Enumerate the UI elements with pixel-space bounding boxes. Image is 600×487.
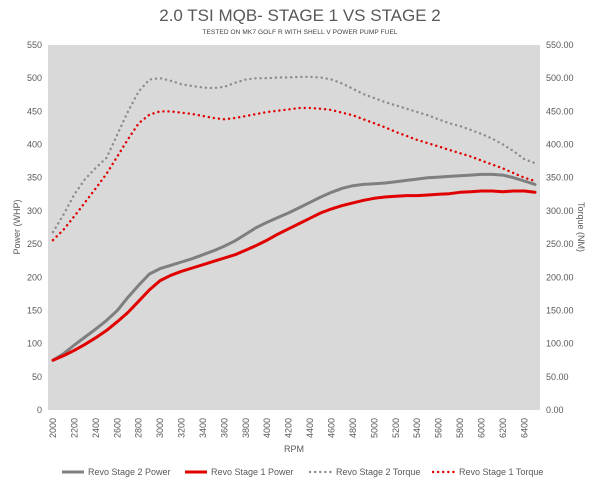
y-right-tick-label: 400.00: [546, 140, 574, 150]
series-line-revo-stage-1-power: [51, 189, 537, 362]
x-tick-label: 2200: [69, 418, 79, 438]
y-left-tick-label: 100: [27, 339, 42, 349]
x-tick-label: 3600: [219, 418, 229, 438]
x-tick-label: 5000: [369, 418, 379, 438]
y-axis-left-label: Power (WHP): [12, 199, 22, 254]
y-left-tick-label: 550: [27, 40, 42, 50]
y-axis-right-ticks: 0.00 50.00 100.00 150.00 200.00 250.00 300.00 3…: [546, 40, 574, 415]
x-tick-label: 4600: [326, 418, 336, 438]
y-left-tick-label: 200: [27, 272, 42, 282]
y-left-tick-label: 500: [27, 73, 42, 83]
chart-title: 2.0 TSI MQB- STAGE 1 VS STAGE 2: [159, 6, 441, 25]
y-left-tick-label: 300: [27, 206, 42, 216]
x-tick-label: 5400: [412, 418, 422, 438]
y-right-tick-label: 350.00: [546, 173, 574, 183]
x-tick-label: 4200: [284, 418, 294, 438]
y-axis-left-ticks: 0 50 100 150 200 250 300 350 400 450 500 550: [27, 40, 42, 415]
y-left-tick-label: 350: [27, 173, 42, 183]
x-tick-label: 6000: [476, 418, 486, 438]
legend: Revo Stage 2 Power Revo Stage 1 Power Revo…: [62, 467, 543, 477]
x-tick-label: 2400: [91, 418, 101, 438]
legend-label: Revo Stage 2 Power: [88, 467, 171, 477]
x-tick-label: 3000: [155, 418, 165, 438]
chart-subtitle: TESTED ON MK7 GOLF R WITH SHELL V POWER …: [202, 29, 398, 36]
y-right-tick-label: 150.00: [546, 305, 574, 315]
y-left-tick-label: 50: [32, 372, 42, 382]
y-right-tick-label: 250.00: [546, 239, 574, 249]
x-tick-label: 6400: [519, 418, 529, 438]
series-line-revo-stage-1-torque: [51, 106, 537, 242]
y-right-tick-label: 50.00: [546, 372, 569, 382]
x-tick-label: 3800: [241, 418, 251, 438]
y-axis-right-label: Torque (NM): [576, 202, 586, 252]
legend-label: Revo Stage 2 Torque: [336, 467, 420, 477]
x-tick-label: 2800: [134, 418, 144, 438]
x-tick-label: 5200: [391, 418, 401, 438]
legend-label: Revo Stage 1 Torque: [459, 467, 543, 477]
x-tick-label: 4800: [348, 418, 358, 438]
x-axis-label: RPM: [284, 444, 304, 454]
x-tick-label: 6200: [498, 418, 508, 438]
y-left-tick-label: 150: [27, 305, 42, 315]
x-tick-label: 4400: [305, 418, 315, 438]
x-tick-label: 5800: [455, 418, 465, 438]
series-line-revo-stage-2-power: [51, 172, 537, 362]
x-tick-label: 4000: [262, 418, 272, 438]
y-right-tick-label: 100.00: [546, 339, 574, 349]
y-right-tick-label: 0.00: [546, 405, 564, 415]
y-left-tick-label: 450: [27, 106, 42, 116]
x-tick-label: 3400: [198, 418, 208, 438]
y-right-tick-label: 550.00: [546, 40, 574, 50]
y-right-tick-label: 450.00: [546, 106, 574, 116]
y-left-tick-label: 0: [37, 405, 42, 415]
x-tick-label: 2000: [48, 418, 58, 438]
x-tick-label: 5600: [434, 418, 444, 438]
y-right-tick-label: 300.00: [546, 206, 574, 216]
y-left-tick-label: 250: [27, 239, 42, 249]
y-right-tick-label: 500.00: [546, 73, 574, 83]
x-tick-label: 2600: [112, 418, 122, 438]
y-right-tick-label: 200.00: [546, 272, 574, 282]
x-tick-label: 3200: [177, 418, 187, 438]
y-left-tick-label: 400: [27, 140, 42, 150]
legend-label: Revo Stage 1 Power: [211, 467, 294, 477]
x-axis-ticks: 2000 2200 2400 2600 2800 3000 3200 3400 3600 3800…: [48, 418, 529, 438]
series-lines: [51, 75, 537, 362]
